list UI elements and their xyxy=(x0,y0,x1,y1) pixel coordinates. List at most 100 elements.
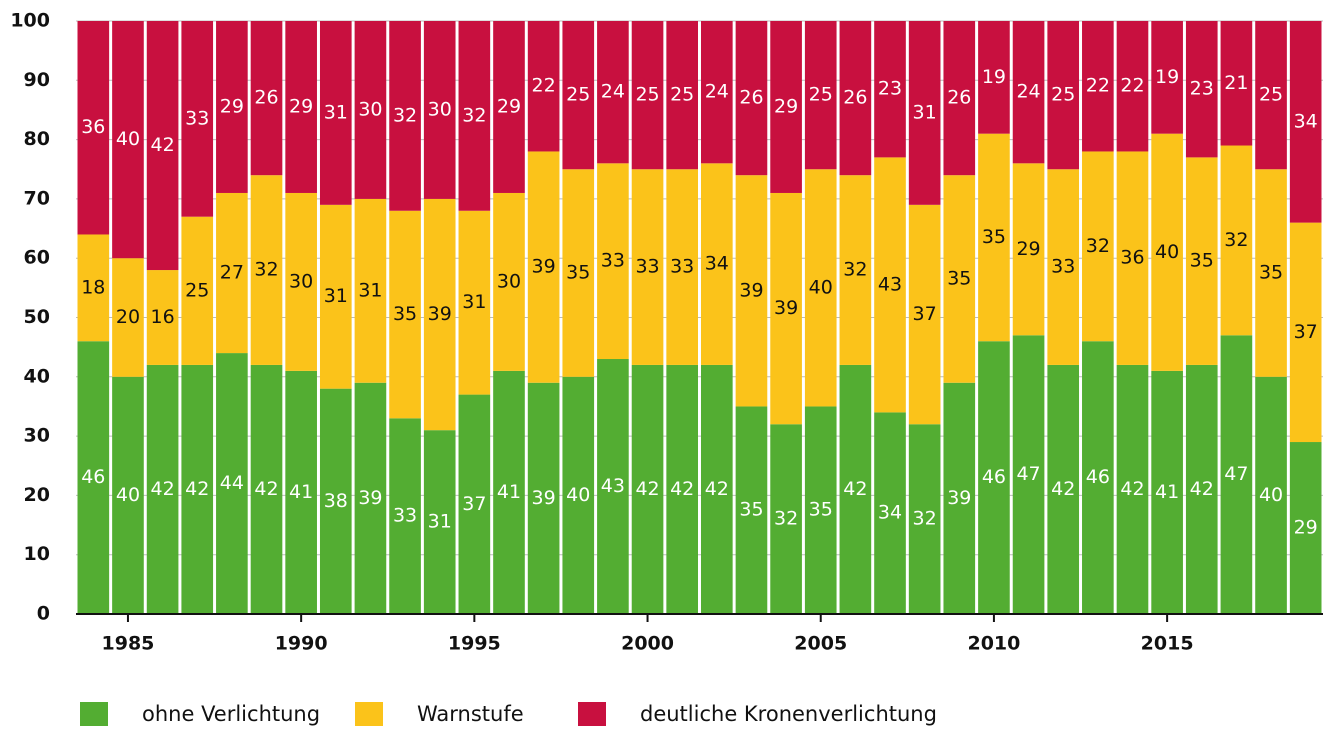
bar-segment xyxy=(493,21,525,193)
bar-segment xyxy=(389,21,421,211)
bar-segment xyxy=(735,406,768,614)
value-label: 23 xyxy=(878,78,902,100)
value-label: 30 xyxy=(428,98,452,120)
value-label: 34 xyxy=(878,502,902,524)
bar-segment xyxy=(112,258,144,377)
value-label: 37 xyxy=(913,303,937,325)
bar-segment xyxy=(527,151,560,383)
legend-label: Warnstufe xyxy=(417,702,524,726)
bar-segment xyxy=(77,234,110,342)
bar-segment xyxy=(597,21,629,164)
bar-segment xyxy=(908,204,941,425)
bar-segment xyxy=(146,364,179,614)
value-label: 47 xyxy=(1224,463,1248,485)
bar-segment xyxy=(978,133,1010,342)
bar-segment xyxy=(216,192,248,354)
value-label: 42 xyxy=(254,478,278,500)
value-label: 31 xyxy=(358,279,382,301)
bar-segment xyxy=(146,21,179,271)
value-label: 16 xyxy=(151,306,175,328)
value-label: 42 xyxy=(185,478,209,500)
bar-segment xyxy=(978,341,1010,614)
value-label: 31 xyxy=(913,101,937,123)
bar-segment xyxy=(250,21,283,176)
bar-segment xyxy=(527,21,560,152)
bar-segment xyxy=(1151,370,1183,614)
bar-segment xyxy=(770,192,802,425)
value-label: 42 xyxy=(151,478,175,500)
y-tick-label: 80 xyxy=(24,128,50,150)
value-label: 40 xyxy=(116,484,140,506)
value-label: 30 xyxy=(358,98,382,120)
value-label: 35 xyxy=(809,499,833,521)
value-label: 34 xyxy=(705,253,729,275)
bar-segment xyxy=(354,382,387,614)
value-label: 38 xyxy=(324,490,348,512)
value-label: 35 xyxy=(739,499,763,521)
bar-segment xyxy=(1047,364,1080,614)
value-label: 39 xyxy=(428,303,452,325)
bar-segment xyxy=(493,370,525,614)
value-label: 40 xyxy=(1259,484,1283,506)
bar-segment xyxy=(943,21,976,176)
value-label: 35 xyxy=(566,262,590,284)
value-label: 25 xyxy=(670,84,694,106)
value-label: 36 xyxy=(81,116,105,138)
value-label: 31 xyxy=(462,291,486,313)
bar-segment xyxy=(1047,169,1080,365)
y-tick-label: 0 xyxy=(37,603,50,625)
value-label: 41 xyxy=(497,481,521,503)
bar-segment xyxy=(354,198,387,383)
bar-segment xyxy=(1012,163,1045,336)
value-label: 24 xyxy=(601,81,625,103)
value-label: 46 xyxy=(982,466,1006,488)
value-label: 42 xyxy=(843,478,867,500)
bar-segment xyxy=(1012,335,1045,614)
value-label: 43 xyxy=(878,273,902,295)
bar-segment xyxy=(804,21,837,170)
bar-segment xyxy=(874,157,906,413)
bar-segment xyxy=(527,382,560,614)
bar-segment xyxy=(597,359,629,614)
value-label: 35 xyxy=(982,226,1006,248)
bar-segment xyxy=(181,216,214,365)
bar-segment xyxy=(250,175,283,365)
bar-segment xyxy=(943,382,976,614)
bar-segment xyxy=(1151,21,1183,134)
y-tick-label: 50 xyxy=(24,306,50,328)
value-label: 27 xyxy=(220,262,244,284)
bar-segment xyxy=(112,376,144,614)
value-label: 33 xyxy=(393,505,417,527)
bar-segment xyxy=(389,210,421,419)
bar-segment xyxy=(1185,364,1218,614)
value-label: 40 xyxy=(1155,241,1179,263)
bar-segment xyxy=(1289,21,1322,223)
value-label: 35 xyxy=(1259,262,1283,284)
bar-segment xyxy=(319,204,352,389)
bar-segment xyxy=(701,21,733,164)
value-label: 33 xyxy=(635,256,659,278)
value-label: 33 xyxy=(1051,256,1075,278)
bar-segment xyxy=(701,163,733,365)
bar-segment xyxy=(250,364,283,614)
bar-segment xyxy=(1255,376,1287,614)
value-label: 22 xyxy=(532,75,556,97)
bar-segment xyxy=(458,394,491,614)
value-label: 39 xyxy=(739,279,763,301)
value-label: 36 xyxy=(1120,247,1144,269)
bar-segment xyxy=(319,388,352,614)
value-label: 19 xyxy=(982,66,1006,88)
value-label: 41 xyxy=(289,481,313,503)
y-tick-label: 10 xyxy=(24,543,50,565)
value-label: 39 xyxy=(532,256,556,278)
bar-segment xyxy=(597,163,629,360)
x-tick-label: 1985 xyxy=(102,633,155,655)
bar-segment xyxy=(1185,21,1218,158)
value-label: 32 xyxy=(843,259,867,281)
bar-segment xyxy=(319,21,352,205)
bar-segment xyxy=(146,270,179,365)
value-label: 29 xyxy=(289,95,313,117)
value-label: 32 xyxy=(462,104,486,126)
bar-segment xyxy=(908,424,941,614)
x-tick-label: 2015 xyxy=(1141,633,1194,655)
